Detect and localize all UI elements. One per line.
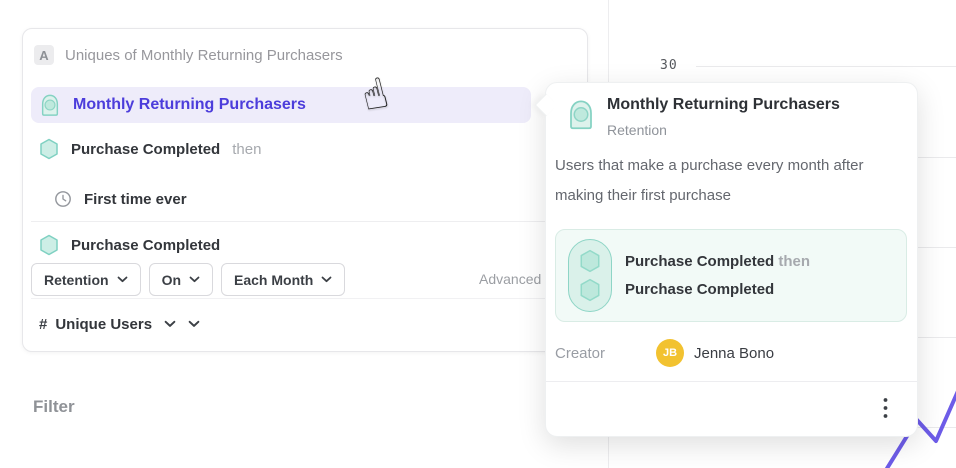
definition-line: Purchase Completed then: [625, 248, 810, 276]
hexagon-event-icon: [39, 234, 59, 256]
series-a-badge: A: [34, 45, 54, 65]
definition-lines: Purchase Completed then Purchase Complet…: [625, 248, 810, 304]
definition-event-label: Purchase Completed: [625, 252, 775, 270]
selected-event-label: Monthly Returning Purchasers: [73, 96, 306, 113]
chevron-down-icon[interactable]: [164, 320, 176, 328]
cohort-icon: [566, 98, 596, 136]
y-axis-tick-label: 30: [660, 58, 678, 73]
metric-selector-row: # Unique Users: [39, 309, 200, 339]
controls-divider: [31, 298, 579, 299]
popover-footer-divider: [546, 381, 917, 382]
event-definition-popover: Monthly Returning Purchasers Retention U…: [534, 82, 918, 437]
query-builder-card: A Uniques of Monthly Returning Purchaser…: [22, 28, 588, 352]
definition-event-label: Purchase Completed: [625, 280, 775, 298]
creator-label: Creator: [555, 344, 606, 362]
kebab-menu-icon[interactable]: [875, 395, 895, 421]
definition-line: Purchase Completed: [625, 276, 810, 304]
first-time-ever-label: First time ever: [84, 190, 187, 208]
cohort-icon: [39, 93, 61, 117]
event-label: Purchase Completed: [71, 236, 221, 254]
gridline: [696, 66, 956, 67]
interval-dropdown-label: Each Month: [234, 271, 314, 288]
popover-title: Monthly Returning Purchasers: [607, 96, 840, 113]
advanced-link[interactable]: Advanced: [479, 271, 542, 287]
step-divider: [31, 221, 579, 222]
avatar: JB: [656, 339, 684, 367]
then-suffix: then: [778, 252, 811, 270]
clock-icon: [54, 190, 72, 208]
interval-dropdown[interactable]: Each Month: [221, 263, 346, 296]
then-suffix: then: [232, 140, 262, 158]
chevron-down-icon: [117, 276, 128, 283]
selected-event-row[interactable]: Monthly Returning Purchasers: [31, 87, 531, 123]
on-dropdown-label: On: [161, 271, 182, 288]
metric-symbol: #: [39, 315, 48, 333]
creator-name: Jenna Bono: [694, 344, 775, 362]
metric-label[interactable]: Unique Users: [55, 315, 153, 333]
retention-controls-row: Retention On Each Month Advanced: [31, 263, 579, 296]
mode-dropdown[interactable]: Retention: [31, 263, 141, 296]
popover-subtitle: Retention: [607, 122, 667, 138]
definition-box: Purchase Completed then Purchase Complet…: [555, 229, 907, 322]
event-label: Purchase Completed: [71, 140, 221, 158]
creator-row: Creator JB Jenna Bono: [555, 339, 774, 367]
query-title: Uniques of Monthly Returning Purchasers: [65, 46, 343, 64]
on-dropdown[interactable]: On: [148, 263, 214, 296]
filter-section-title: Filter: [33, 397, 75, 416]
first-time-ever-row[interactable]: First time ever: [54, 185, 187, 213]
event-row-purchase-completed-2[interactable]: Purchase Completed: [39, 231, 220, 259]
event-sequence-icon: [568, 239, 612, 312]
mode-dropdown-label: Retention: [44, 271, 109, 288]
chevron-down-icon[interactable]: [188, 320, 200, 328]
chevron-down-icon: [189, 276, 200, 283]
popover-description: Users that make a purchase every month a…: [555, 157, 864, 204]
chevron-down-icon: [321, 276, 332, 283]
hexagon-event-icon: [39, 138, 59, 160]
query-header: A Uniques of Monthly Returning Purchaser…: [34, 45, 343, 65]
event-row-purchase-completed-1[interactable]: Purchase Completed then: [39, 135, 261, 163]
